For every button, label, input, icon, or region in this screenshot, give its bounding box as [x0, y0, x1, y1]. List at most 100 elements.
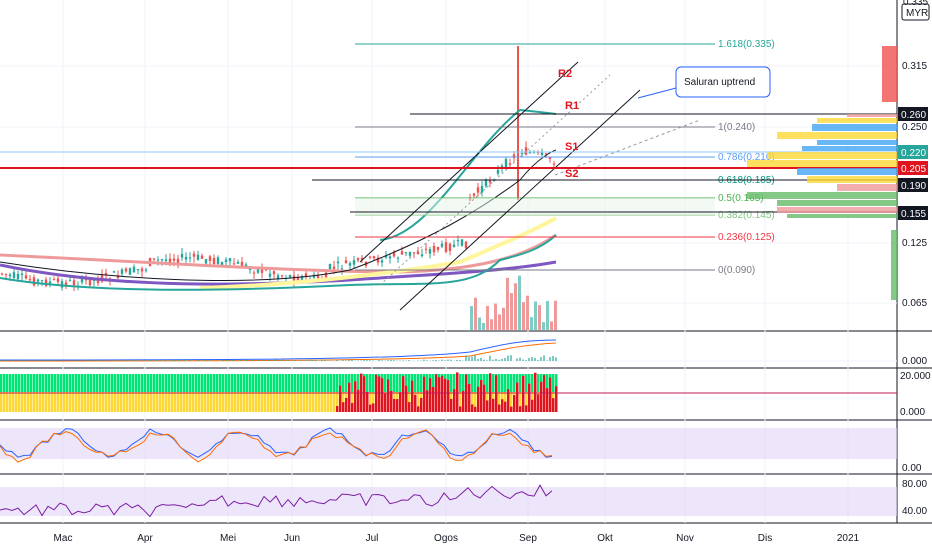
- price-badges: 0.260 0.220 0.205 0.190 0.155: [898, 107, 928, 220]
- ind-green-525: [525, 374, 528, 392]
- macd-hist-312: [312, 359, 314, 361]
- ind-green-390: [390, 374, 393, 392]
- vp-row-7: [747, 160, 897, 167]
- ind-green-414: [414, 374, 417, 392]
- ind-green-189: [189, 374, 192, 392]
- macd-hist-0: [0, 360, 2, 361]
- ind-green-249: [249, 374, 252, 392]
- x-label-10: 2021: [837, 533, 860, 544]
- ind-red-369: [369, 404, 372, 412]
- ind-green-171: [171, 374, 174, 392]
- ind-green-39: [39, 374, 42, 392]
- annotation-callout[interactable]: Saluran uptrend: [637, 66, 771, 99]
- x-label-3: Jun: [284, 533, 300, 544]
- macd-hist-465: [465, 355, 467, 361]
- vp-row-top: [882, 46, 897, 102]
- candle-body-119: [476, 187, 480, 193]
- time-axis[interactable]: Mac Apr Mei Jun Jul Ogos Sep Okt Nov Dis 2021: [54, 533, 860, 544]
- candle-body-51: [204, 259, 208, 264]
- candle-body-74: [296, 276, 300, 281]
- candle-body-44: [176, 258, 180, 264]
- x-label-9: Dis: [758, 533, 772, 544]
- ind-red-393: [393, 398, 396, 412]
- ind-green-111: [111, 374, 114, 392]
- stoch-band: [0, 428, 897, 459]
- macd-hist-48: [48, 360, 50, 361]
- vp-row-14: [787, 214, 897, 218]
- ind-green-306: [306, 374, 309, 392]
- candle-body-110: [440, 243, 444, 247]
- ind-green-69: [69, 374, 72, 392]
- ind-red-453: [453, 389, 456, 412]
- vol-bar-542: [542, 322, 545, 330]
- ind-green-81: [81, 374, 84, 392]
- ind-green-6: [6, 374, 9, 392]
- price-axis[interactable]: MYR 0.335 0.315 0.250 0.125 0.065 0.000: [901, 0, 930, 367]
- macd-hist-276: [276, 359, 278, 361]
- vp-row-9: [807, 176, 897, 183]
- ind-red-471: [471, 404, 474, 412]
- macd-hist-282: [282, 359, 284, 361]
- macd-hist-12: [12, 359, 14, 361]
- ind-green-519: [519, 374, 522, 392]
- pane-axes: 20.000 0.000 0.00 80.00 40.00: [900, 371, 931, 517]
- ind-red-456: [456, 372, 459, 412]
- ind-red-477: [477, 386, 480, 412]
- vol-bar-550: [550, 321, 553, 330]
- candle-body-132: [528, 152, 532, 154]
- ind-green-153: [153, 374, 156, 392]
- candle-body-16: [64, 282, 68, 287]
- candle-body-2: [8, 274, 12, 277]
- macd-hist-258: [258, 359, 260, 361]
- volume-bars: [470, 275, 557, 330]
- candle-body-131: [524, 147, 528, 155]
- ind-red-492: [492, 398, 495, 412]
- candle-body-82: [328, 263, 332, 270]
- ind-green-285: [285, 374, 288, 392]
- ind-green-114: [114, 374, 117, 392]
- ind-green-207: [207, 374, 210, 392]
- candle-body-1: [4, 273, 8, 275]
- macd-hist-90: [90, 360, 92, 361]
- macd-hist-444: [444, 360, 446, 361]
- macd-hist-303: [303, 360, 305, 361]
- ind-green-492: [492, 374, 495, 392]
- vp-row-1: [817, 118, 897, 123]
- candle-body-69: [276, 275, 280, 279]
- vp-row-10: [837, 184, 897, 191]
- ind-red-474: [474, 406, 477, 412]
- macd-hist-222: [222, 360, 224, 361]
- vol-bar-538: [538, 305, 541, 330]
- ind-green-216: [216, 374, 219, 392]
- vol-bar-490: [490, 319, 493, 330]
- macd-hist-285: [285, 360, 287, 361]
- candle-body-56: [224, 259, 228, 262]
- candle-body-107: [428, 249, 432, 254]
- macd-hist-144: [144, 360, 146, 361]
- ind-red-450: [450, 398, 453, 412]
- candle-body-120: [480, 186, 484, 193]
- candle-body-18: [72, 280, 76, 286]
- ind-green-66: [66, 374, 69, 392]
- ind-red-408: [408, 402, 411, 412]
- vp-row-2: [812, 124, 897, 131]
- candle-body-135: [540, 152, 544, 155]
- candle-body-3: [12, 272, 16, 279]
- macd-hist-543: [543, 355, 545, 361]
- candle-body-38: [152, 258, 156, 260]
- candle-body-93: [372, 256, 376, 259]
- ind-green-303: [303, 374, 306, 392]
- moving-averages: [0, 108, 557, 291]
- candle-body-30: [120, 269, 124, 274]
- ind-green-222: [222, 374, 225, 392]
- macd-hist-501: [501, 359, 503, 361]
- candle-body-98: [392, 252, 396, 257]
- ind-red-546: [546, 388, 549, 412]
- candle-body-106: [424, 248, 428, 250]
- ind-green-267: [267, 374, 270, 392]
- fib-label-4: 0.5(0.165): [718, 193, 764, 204]
- candle-body-36: [144, 269, 148, 271]
- ind-green-72: [72, 374, 75, 392]
- macd-hist-135: [135, 359, 137, 361]
